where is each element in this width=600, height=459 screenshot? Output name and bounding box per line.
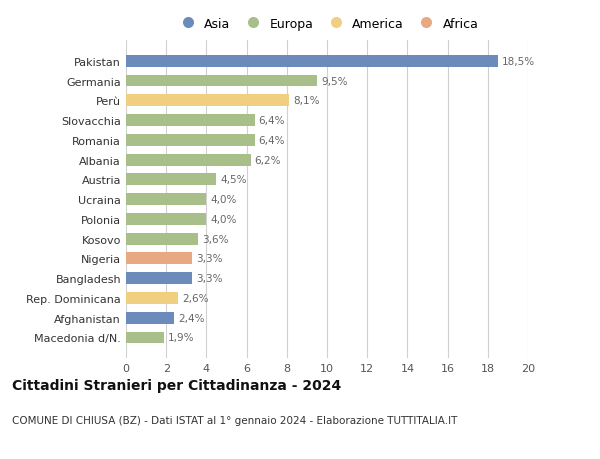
Text: 3,3%: 3,3% (196, 254, 223, 264)
Text: 18,5%: 18,5% (502, 56, 535, 67)
Bar (126, 95, 289, 107)
Bar (126, 194, 206, 206)
Text: 4,0%: 4,0% (211, 214, 237, 224)
Bar (126, 292, 178, 304)
Bar (126, 233, 199, 245)
Text: 6,2%: 6,2% (254, 155, 281, 165)
Text: COMUNE DI CHIUSA (BZ) - Dati ISTAT al 1° gennaio 2024 - Elaborazione TUTTITALIA.: COMUNE DI CHIUSA (BZ) - Dati ISTAT al 1°… (12, 415, 457, 425)
Text: 3,6%: 3,6% (202, 234, 229, 244)
Text: 4,5%: 4,5% (220, 175, 247, 185)
Bar (126, 174, 217, 186)
Text: 6,4%: 6,4% (259, 135, 285, 146)
Text: 9,5%: 9,5% (321, 76, 347, 86)
Bar (126, 115, 254, 127)
Bar (126, 154, 251, 166)
Text: 8,1%: 8,1% (293, 96, 319, 106)
Bar (126, 75, 317, 87)
Text: 3,3%: 3,3% (196, 274, 223, 284)
Bar (126, 213, 206, 225)
Bar (126, 312, 174, 324)
Text: 2,6%: 2,6% (182, 293, 209, 303)
Bar (126, 332, 164, 344)
Bar (126, 134, 254, 146)
Text: 4,0%: 4,0% (211, 195, 237, 205)
Bar (126, 56, 498, 67)
Bar (126, 273, 193, 285)
Text: 1,9%: 1,9% (168, 333, 195, 343)
Legend: Asia, Europa, America, Africa: Asia, Europa, America, Africa (170, 13, 484, 36)
Bar (126, 253, 193, 265)
Text: 6,4%: 6,4% (259, 116, 285, 126)
Text: Cittadini Stranieri per Cittadinanza - 2024: Cittadini Stranieri per Cittadinanza - 2… (12, 379, 341, 392)
Text: 2,4%: 2,4% (178, 313, 205, 323)
